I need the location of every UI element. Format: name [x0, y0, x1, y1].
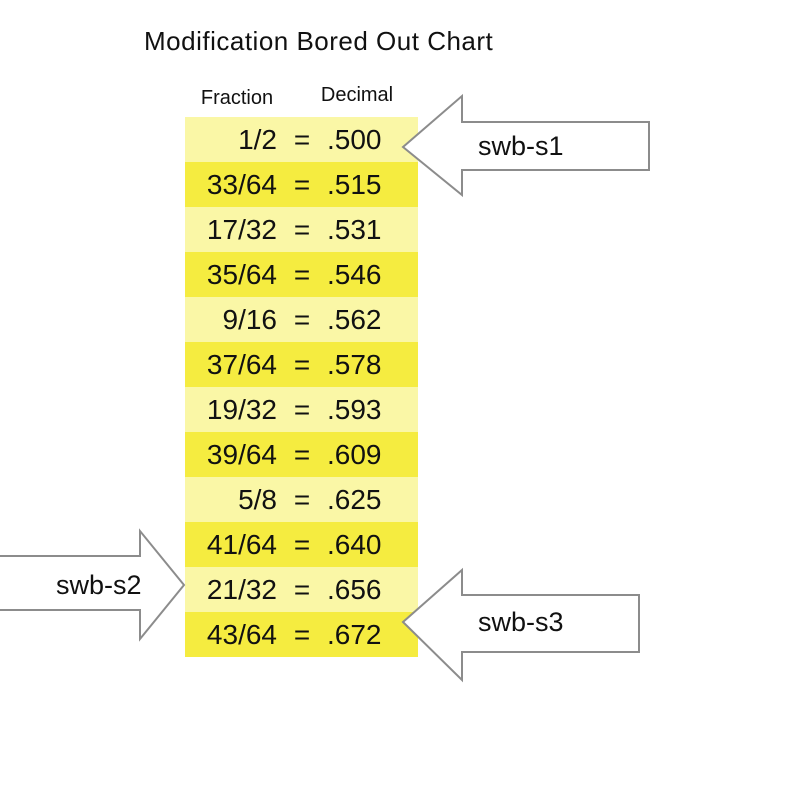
fraction-value: 17/32	[206, 214, 277, 245]
equals-sign: =	[293, 304, 311, 335]
decimal-value: .625	[327, 484, 382, 515]
table-row: 17/32 = .531	[185, 207, 418, 252]
decimal-value: .609	[327, 439, 382, 470]
table-row: 41/64 = .640	[185, 522, 418, 567]
equals-sign: =	[293, 169, 311, 200]
equals-sign: =	[293, 439, 311, 470]
column-header-decimal: Decimal	[320, 84, 394, 106]
table-row: 43/64 = .672	[185, 612, 418, 657]
table-row: 19/32 = .593	[185, 387, 418, 432]
equals-sign: =	[293, 619, 311, 650]
equals-sign: =	[293, 214, 311, 245]
equals-sign: =	[293, 529, 311, 560]
fraction-value: 1/2	[238, 124, 277, 155]
fraction-value: 19/32	[206, 394, 277, 425]
fraction-value: 37/64	[206, 349, 277, 380]
equals-sign: =	[293, 349, 311, 380]
table-row: 21/32 = .656	[185, 567, 418, 612]
table-row: 1/2 = .500	[185, 117, 418, 162]
swb-s1-arrow	[401, 93, 650, 198]
page-title: Modification Bored Out Chart	[144, 26, 494, 56]
decimal-value: .593	[327, 394, 382, 425]
decimal-value: .531	[327, 214, 382, 245]
decimal-value: .640	[327, 529, 382, 560]
left-arrow-icon	[401, 93, 650, 198]
table-row: 33/64 = .515	[185, 162, 418, 207]
fraction-value: 9/16	[222, 304, 278, 335]
decimal-value: .656	[327, 574, 382, 605]
fraction-value: 33/64	[206, 169, 277, 200]
table-row: 39/64 = .609	[185, 432, 418, 477]
table-row: 5/8 = .625	[185, 477, 418, 522]
annotation-label-swb-s2: swb-s2	[56, 570, 142, 600]
decimal-value: .500	[327, 124, 382, 155]
fraction-value: 35/64	[206, 259, 277, 290]
left-arrow-icon	[401, 567, 640, 683]
annotation-label-swb-s1: swb-s1	[478, 131, 564, 161]
swb-s3-arrow	[401, 567, 640, 683]
fraction-value: 21/32	[206, 574, 277, 605]
table-row: 9/16 = .562	[185, 297, 418, 342]
fraction-value: 39/64	[206, 439, 277, 470]
decimal-value: .515	[327, 169, 382, 200]
right-arrow-icon	[0, 528, 186, 642]
equals-sign: =	[293, 574, 311, 605]
decimal-value: .578	[327, 349, 382, 380]
equals-sign: =	[293, 394, 311, 425]
column-header-fraction: Fraction	[200, 87, 274, 109]
fraction-value: 5/8	[238, 484, 277, 515]
fraction-value: 41/64	[206, 529, 277, 560]
decimal-value: .562	[327, 304, 382, 335]
table-row: 37/64 = .578	[185, 342, 418, 387]
decimal-value: .672	[327, 619, 382, 650]
equals-sign: =	[293, 124, 311, 155]
equals-sign: =	[293, 484, 311, 515]
decimal-value: .546	[327, 259, 382, 290]
equals-sign: =	[293, 259, 311, 290]
conversion-table: 1/2 = .500 33/64 = .515 17/32 = .531 35/…	[185, 117, 418, 657]
table-row: 35/64 = .546	[185, 252, 418, 297]
fraction-value: 43/64	[206, 619, 277, 650]
swb-s2-arrow	[0, 528, 186, 642]
annotation-label-swb-s3: swb-s3	[478, 607, 564, 637]
